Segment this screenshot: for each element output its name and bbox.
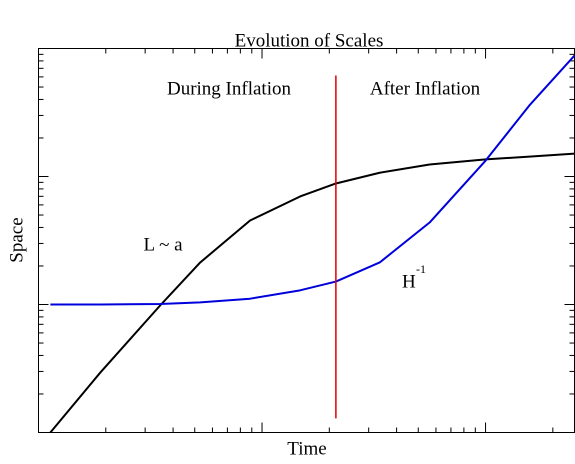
chart-title: Evolution of Scales bbox=[235, 30, 384, 51]
y-axis-label: Space bbox=[6, 217, 27, 262]
series-line bbox=[50, 54, 575, 306]
annotation: L ~ a bbox=[143, 234, 183, 255]
series-line bbox=[49, 152, 575, 434]
x-axis-label: Time bbox=[287, 438, 326, 459]
plot-frame bbox=[38, 48, 575, 433]
annotation-superscript: -1 bbox=[416, 262, 426, 276]
annotation: H bbox=[402, 271, 416, 292]
annotation: After Inflation bbox=[370, 78, 481, 99]
annotation: During Inflation bbox=[167, 78, 292, 99]
